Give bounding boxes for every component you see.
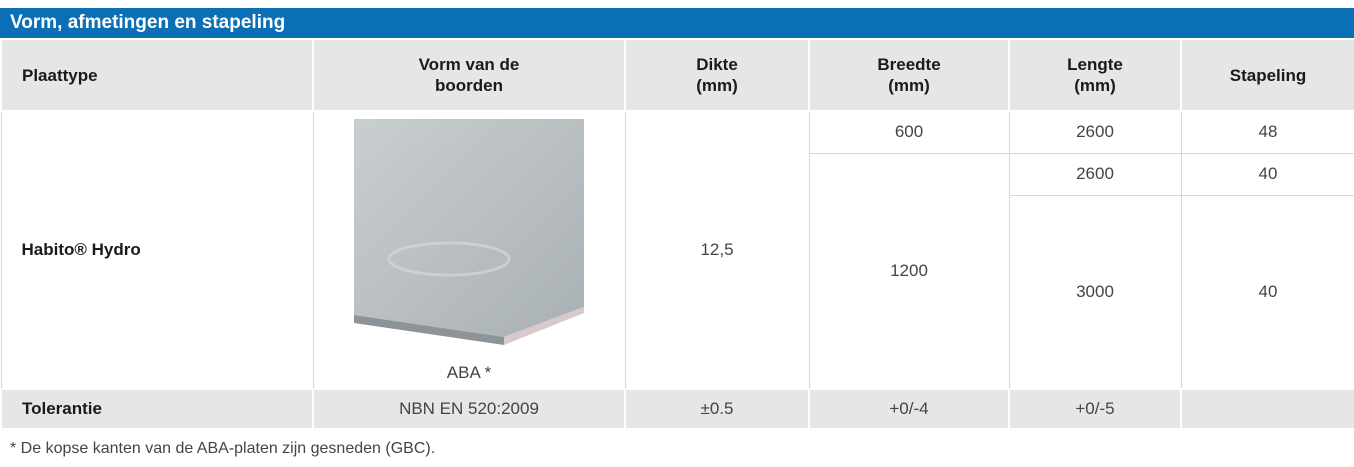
image-cell: ABA * bbox=[313, 111, 625, 389]
tolerance-cell: +0/-5 bbox=[1009, 389, 1181, 429]
stacking-cell: 40 bbox=[1181, 195, 1354, 389]
header-cell: Stapeling bbox=[1181, 39, 1354, 111]
thickness-cell: 12,5 bbox=[625, 111, 809, 389]
width-cell: 600 bbox=[809, 111, 1009, 153]
title-bar: Vorm, afmetingen en stapeling bbox=[0, 8, 1354, 38]
tolerance-cell: +0/-4 bbox=[809, 389, 1009, 429]
tolerance-cell bbox=[1181, 389, 1354, 429]
header-cell: Vorm van de boorden bbox=[313, 39, 625, 111]
header-cell: Lengte (mm) bbox=[1009, 39, 1181, 111]
product-cell: Habito® Hydro bbox=[1, 111, 313, 389]
tolerance-cell: ±0.5 bbox=[625, 389, 809, 429]
length-cell: 2600 bbox=[1009, 111, 1181, 153]
spec-table: Plaattype Vorm van de boorden Dikte (mm)… bbox=[0, 38, 1354, 430]
header-cell: Breedte (mm) bbox=[809, 39, 1009, 111]
length-cell: 2600 bbox=[1009, 153, 1181, 195]
tolerance-cell: NBN EN 520:2009 bbox=[313, 389, 625, 429]
header-cell: Dikte (mm) bbox=[625, 39, 809, 111]
footnote: * De kopse kanten van de ABA-platen zijn… bbox=[0, 430, 1354, 467]
document: Vorm, afmetingen en stapeling Plaattype … bbox=[0, 8, 1354, 467]
board-image bbox=[354, 119, 584, 359]
header-row: Plaattype Vorm van de boorden Dikte (mm)… bbox=[1, 39, 1354, 111]
stacking-cell: 48 bbox=[1181, 111, 1354, 153]
header-cell: Plaattype bbox=[1, 39, 313, 111]
length-cell: 3000 bbox=[1009, 195, 1181, 389]
image-caption: ABA * bbox=[314, 363, 625, 383]
width-cell: 1200 bbox=[809, 153, 1009, 389]
row: Habito® Hydro ABA * 12,5 600 2600 48 bbox=[1, 111, 1354, 153]
stacking-cell: 40 bbox=[1181, 153, 1354, 195]
tolerance-row: Tolerantie NBN EN 520:2009 ±0.5 +0/-4 +0… bbox=[1, 389, 1354, 429]
tolerance-cell: Tolerantie bbox=[1, 389, 313, 429]
page: Vorm, afmetingen en stapeling Plaattype … bbox=[0, 0, 1354, 461]
